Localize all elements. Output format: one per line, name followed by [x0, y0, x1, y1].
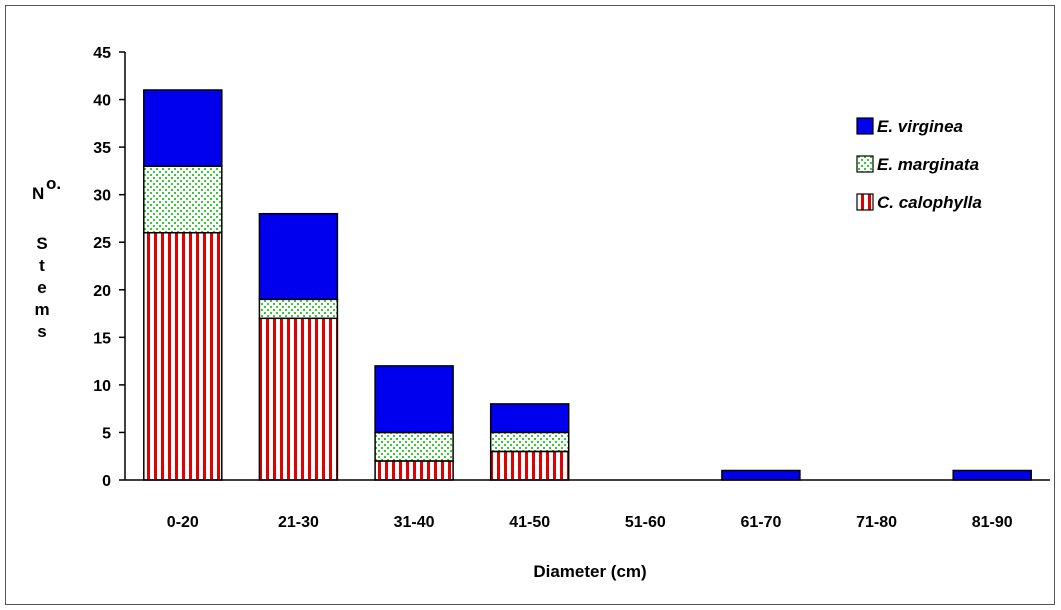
x-tick-label: 81-90 [972, 514, 1013, 531]
y-axis-title-letter: s [37, 322, 46, 341]
y-tick-label: 20 [93, 283, 111, 300]
y-axis-title-letter: t [39, 256, 45, 275]
bars-group [143, 89, 1032, 481]
x-tick-label: 51-60 [625, 514, 666, 531]
y-tick-label: 5 [102, 425, 111, 442]
bar-0-20-series-2 [143, 89, 223, 167]
bar-21-30-series-0 [258, 317, 339, 481]
x-tick-label: 71-80 [856, 514, 897, 531]
bar-31-40-series-2 [374, 365, 454, 434]
bar-21-30-series-1 [258, 298, 339, 320]
x-tick-label: 41-50 [509, 514, 550, 531]
legend-label: E. marginata [877, 155, 979, 174]
y-tick-label: 0 [102, 473, 111, 490]
bar-41-50-series-1 [489, 431, 570, 453]
y-axis-title-letter: S [36, 234, 47, 253]
x-tick-label: 61-70 [740, 514, 781, 531]
bar-31-40-series-1 [374, 431, 454, 462]
y-tick-label: 30 [93, 188, 111, 205]
legend-label: C. calophylla [877, 193, 982, 212]
bar-81-90-series-2 [952, 469, 1032, 481]
x-tick-label: 31-40 [394, 514, 435, 531]
bar-21-30-series-2 [258, 212, 339, 301]
y-axis-title-letter: e [37, 278, 46, 297]
y-ticks-group: 0 5 10 15 20 25 30 35 40 45 [93, 45, 125, 490]
x-tick-labels-group: 0-20 21-30 31-40 41-50 51-60 61-70 71-80 81-90 [167, 514, 1013, 531]
legend-swatch [856, 117, 874, 135]
y-tick-label: 15 [93, 330, 111, 347]
bar-0-20-series-1 [143, 165, 223, 234]
x-tick-label: 21-30 [278, 514, 319, 531]
y-axis-title-main: N [32, 184, 44, 203]
x-tick-label: 0-20 [167, 514, 199, 531]
bar-41-50-series-0 [489, 450, 570, 481]
y-axis-title-superscript: o. [46, 174, 61, 193]
x-axis-title: Diameter (cm) [533, 562, 646, 581]
bar-31-40-series-0 [374, 460, 454, 481]
legend: E. virginea E. marginata C. calophylla [856, 117, 982, 212]
bar-61-70-series-2 [721, 469, 801, 481]
bar-0-20-series-0 [143, 231, 223, 481]
y-tick-label: 40 [93, 93, 111, 110]
y-axis-title-letter: m [34, 300, 49, 319]
axes-group [124, 52, 1050, 481]
y-tick-label: 10 [93, 378, 111, 395]
bar-41-50-series-2 [489, 403, 570, 434]
legend-swatch [856, 193, 874, 211]
y-tick-label: 45 [93, 45, 111, 62]
y-tick-label: 35 [93, 140, 111, 157]
legend-swatch [856, 155, 874, 173]
y-tick-label: 25 [93, 235, 111, 252]
legend-label: E. virginea [877, 117, 963, 136]
